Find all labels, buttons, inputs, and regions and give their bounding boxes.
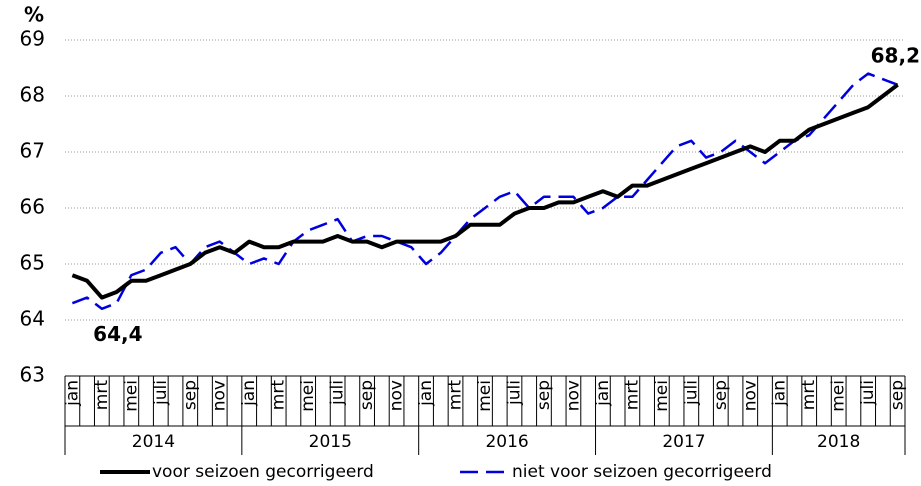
x-tick-label: juli [681, 380, 701, 406]
x-tick-label: sep [357, 380, 377, 410]
y-tick-label: 68 [20, 83, 45, 107]
x-group-label: 2018 [817, 432, 860, 452]
x-group-label: 2017 [662, 432, 705, 452]
y-tick-label: 65 [20, 251, 45, 275]
x-tick-label: sep [534, 380, 554, 410]
legend-label: voor seizoen gecorrigeerd [152, 462, 374, 482]
x-tick-label: nov [210, 380, 230, 411]
x-tick-label: sep [711, 380, 731, 410]
y-tick-label: 69 [20, 27, 45, 51]
x-tick-label: mei [121, 380, 141, 412]
x-tick-label: nov [563, 380, 583, 411]
y-tick-label: 64 [20, 307, 45, 331]
x-tick-label: mrt [446, 380, 466, 411]
x-tick-label: jan [62, 380, 82, 407]
x-tick-label: juli [504, 380, 524, 406]
x-tick-label: mei [298, 380, 318, 412]
data-label: 68,2 [871, 43, 920, 67]
x-tick-label: mrt [92, 380, 112, 411]
y-unit-label: % [24, 3, 44, 27]
x-tick-label: mei [475, 380, 495, 412]
x-tick-label: jan [593, 380, 613, 407]
x-tick-label: mei [652, 380, 672, 412]
x-tick-label: nov [387, 380, 407, 411]
y-tick-label: 67 [20, 139, 45, 163]
x-tick-label: jan [416, 380, 436, 407]
x-tick-label: sep [180, 380, 200, 410]
x-tick-label: mei [829, 380, 849, 412]
x-tick-label: sep [888, 380, 908, 410]
x-tick-label: juli [328, 380, 348, 406]
y-tick-label: 66 [20, 195, 45, 219]
series-line [71, 72, 899, 311]
x-tick-label: mrt [269, 380, 289, 411]
x-group-label: 2014 [132, 432, 175, 452]
x-tick-label: juli [858, 380, 878, 406]
series-line [71, 83, 899, 300]
x-tick-label: juli [151, 380, 171, 406]
x-tick-label: mrt [799, 380, 819, 411]
legend-label: niet voor seizoen gecorrigeerd [512, 462, 772, 482]
x-tick-label: jan [239, 380, 259, 407]
x-group-label: 2015 [309, 432, 352, 452]
x-tick-label: jan [770, 380, 790, 407]
data-label: 64,4 [93, 322, 142, 346]
y-tick-label: 63 [20, 363, 45, 387]
x-group-label: 2016 [485, 432, 528, 452]
x-tick-label: mrt [622, 380, 642, 411]
x-tick-label: nov [740, 380, 760, 411]
